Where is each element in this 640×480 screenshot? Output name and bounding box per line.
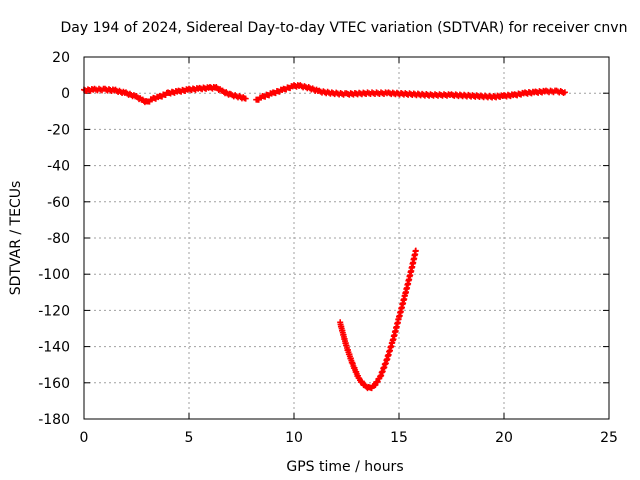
y-tick-label: -60 <box>47 195 70 211</box>
x-axis-label: GPS time / hours <box>286 459 403 475</box>
y-tick-label: -100 <box>38 267 70 283</box>
y-tick-label: 20 <box>52 50 70 66</box>
y-tick-label: -80 <box>47 231 70 247</box>
y-tick-label: -20 <box>47 122 70 138</box>
y-tick-label: -140 <box>38 340 70 356</box>
y-tick-label: -180 <box>38 412 70 428</box>
y-tick-label: -120 <box>38 303 70 319</box>
data-point <box>561 89 568 96</box>
chart-title: Day 194 of 2024, Sidereal Day-to-day VTE… <box>61 20 628 36</box>
x-tick-label: 20 <box>495 430 513 446</box>
data-series-segment-1 <box>81 83 249 106</box>
data-point <box>242 95 249 102</box>
data-series-segment-3 <box>337 247 419 392</box>
y-tick-label: 0 <box>61 86 70 102</box>
y-tick-label: -160 <box>38 376 70 392</box>
x-tick-label: 25 <box>600 430 618 446</box>
x-tick-label: 5 <box>185 430 194 446</box>
data-layer <box>81 82 568 392</box>
axis-ticks: 0 5 10 15 20 25 20 0 -20 -40 -60 -80 -100 -120 -140 -16… <box>38 50 618 446</box>
x-tick-label: 0 <box>80 430 89 446</box>
y-tick-label: -40 <box>47 159 70 175</box>
y-axis-label: SDTVAR / TECUs <box>8 181 24 296</box>
x-tick-label: 15 <box>390 430 408 446</box>
plot-frame <box>83 56 610 420</box>
data-series-segment-2 <box>253 82 568 103</box>
x-tick-label: 10 <box>285 430 303 446</box>
data-point <box>412 247 419 254</box>
grid <box>84 57 609 419</box>
